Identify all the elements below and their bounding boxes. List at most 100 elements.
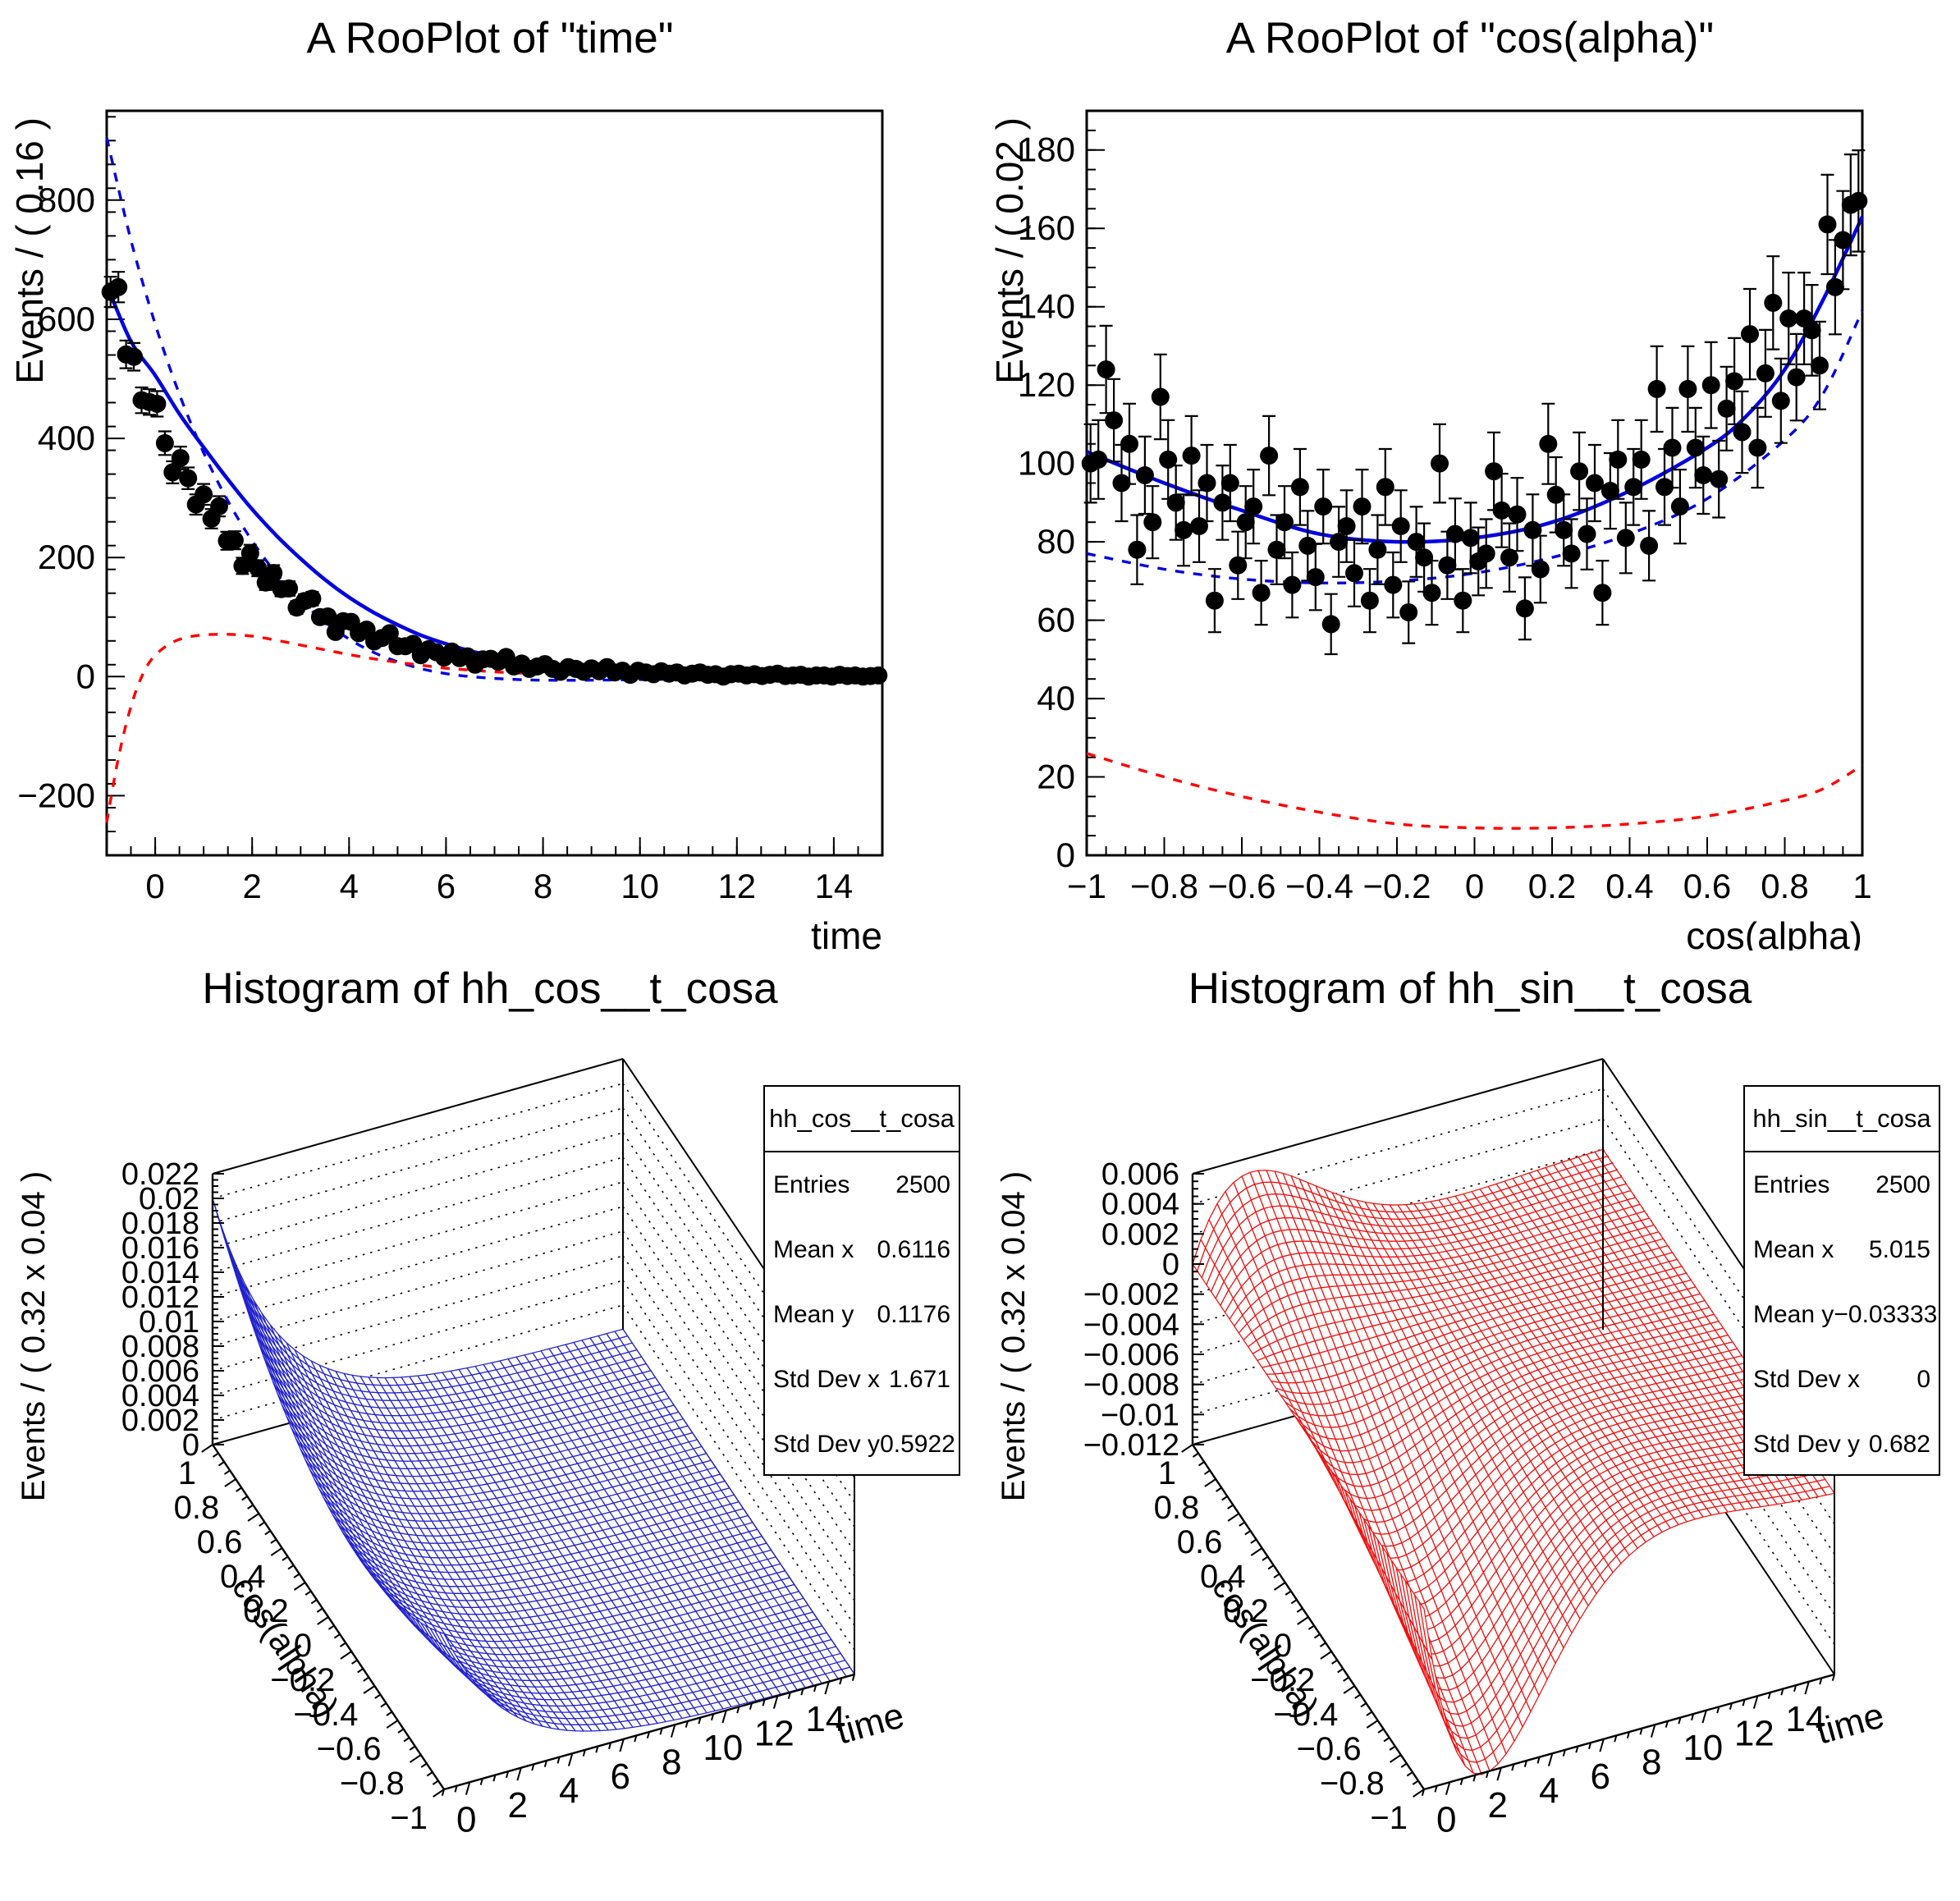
- svg-text:−0.008: −0.008: [1083, 1368, 1179, 1403]
- scatter-svg: 0 2 4 6 8 10 12 14 −200 0 200 400 600 800 time Events /…: [8, 109, 888, 950]
- svg-text:180: 180: [1018, 131, 1075, 169]
- svg-text:−0.2: −0.2: [1363, 867, 1431, 905]
- svg-text:0: 0: [1274, 1628, 1292, 1664]
- svg-text:0.4: 0.4: [1200, 1559, 1246, 1595]
- error-bar-caps: [103, 271, 886, 678]
- svg-text:14: 14: [1785, 1699, 1825, 1739]
- z-axis-ticks: [1193, 1173, 1204, 1445]
- time-axis-labels: 0 2 4 6 8 10 12 14: [1436, 1699, 1825, 1840]
- svg-text:160: 160: [1018, 208, 1075, 247]
- svg-text:12: 12: [754, 1713, 795, 1753]
- svg-text:−0.8: −0.8: [340, 1766, 405, 1802]
- svg-text:0: 0: [1436, 1799, 1456, 1839]
- y-axis-title: Events / ( 0.02 ): [988, 117, 1031, 384]
- svg-text:80: 80: [1037, 522, 1075, 561]
- x-axis-title: cos(alpha): [1686, 914, 1862, 950]
- minor-ticks: [106, 116, 883, 856]
- svg-text:−0.8: −0.8: [1320, 1766, 1385, 1802]
- svg-text:0.002: 0.002: [1101, 1217, 1179, 1252]
- svg-text:−0.002: −0.002: [1083, 1278, 1179, 1312]
- time-rooplot-chart: 0 2 4 6 8 10 12 14 −200 0 200 400 600 800 time Events /…: [0, 0, 980, 950]
- cosalpha-rooplot-chart: −1 −0.8 −0.6 −0.4 −0.2 0 0.2 0.4 0.6 0.8 1 0 20 40 60 8…: [980, 0, 1960, 950]
- svg-text:12: 12: [717, 867, 756, 905]
- svg-text:12: 12: [1734, 1713, 1775, 1753]
- cosalpha-axis-ticks: [201, 1444, 445, 1798]
- svg-text:−1: −1: [390, 1800, 428, 1836]
- stats-row-meanx: Mean x 0.6116: [773, 1235, 950, 1263]
- svg-text:0.2: 0.2: [1223, 1593, 1269, 1629]
- svg-text:0.004: 0.004: [1101, 1188, 1179, 1222]
- svg-text:0.012: 0.012: [121, 1280, 199, 1315]
- cosalpha-axis-labels: 10.80.60.40.20−0.2−0.4−0.6−0.8−1: [174, 1455, 428, 1836]
- svg-text:4: 4: [559, 1770, 579, 1811]
- cosalpha-axis-labels: 10.80.60.40.20−0.2−0.4−0.6−0.8−1: [1154, 1455, 1408, 1836]
- stats-row-stddevx: Std Dev x 1.671: [773, 1365, 950, 1393]
- svg-text:6: 6: [437, 867, 456, 905]
- svg-text:−0.4: −0.4: [1273, 1697, 1338, 1733]
- time-axis-ticks: [1421, 1674, 1835, 1796]
- svg-text:6: 6: [1591, 1757, 1610, 1797]
- svg-text:−0.4: −0.4: [293, 1697, 358, 1733]
- svg-text:200: 200: [38, 538, 95, 576]
- z-axis-labels: −0.012−0.01−0.008−0.006−0.004−0.00200.00…: [1083, 1157, 1179, 1463]
- data-points: [1081, 191, 1868, 634]
- cosalpha-axis-title: cos(alpha): [225, 1569, 347, 1724]
- svg-text:1: 1: [1852, 867, 1871, 905]
- svg-text:100: 100: [1018, 444, 1075, 483]
- svg-text:0.006: 0.006: [1101, 1157, 1179, 1192]
- svg-text:0.008: 0.008: [121, 1330, 199, 1364]
- svg-text:10: 10: [703, 1728, 743, 1768]
- svg-text:0.6: 0.6: [1177, 1524, 1223, 1560]
- svg-text:0.6: 0.6: [1683, 867, 1731, 905]
- svg-text:0.4: 0.4: [220, 1559, 266, 1595]
- svg-text:0: 0: [1465, 867, 1484, 905]
- svg-text:−0.01: −0.01: [1101, 1398, 1179, 1432]
- pad-cos-surface: 0 0.002 0.004 0.006 0.008 0.01 0.012 0.014 0.016…: [0, 950, 980, 1901]
- data-points: [101, 277, 888, 686]
- svg-text:140: 140: [1018, 287, 1075, 326]
- surface-axes-svg: 00.0020.0040.0060.0080.010.0120.0140.016…: [16, 1058, 909, 1839]
- svg-text:1: 1: [1158, 1455, 1176, 1491]
- svg-text:20: 20: [1037, 758, 1075, 796]
- scatter-svg: −1 −0.8 −0.6 −0.4 −0.2 0 0.2 0.4 0.6 0.8 1 0 20 40 60 8…: [988, 109, 1872, 950]
- svg-text:−0.006: −0.006: [1083, 1338, 1179, 1372]
- error-bars: [1089, 150, 1860, 654]
- time-axis-ticks: [441, 1674, 855, 1796]
- pad-time-rooplot: 0 2 4 6 8 10 12 14 −200 0 200 400 600 800 time Events /…: [0, 0, 980, 950]
- svg-text:−1: −1: [1067, 867, 1106, 905]
- surface-axes-svg: −0.012−0.01−0.008−0.006−0.004−0.00200.00…: [996, 1058, 1889, 1840]
- stats-box-sin: hh_sin__t_cosa Entries 2500 Mean x 5.015 M…: [1743, 1085, 1940, 1476]
- svg-text:40: 40: [1037, 679, 1075, 717]
- svg-text:120: 120: [1018, 365, 1075, 404]
- tick-labels: −1 −0.8 −0.6 −0.4 −0.2 0 0.2 0.4 0.6 0.8 1 0 20 40 60 8…: [1018, 131, 1872, 905]
- svg-text:0.8: 0.8: [174, 1490, 220, 1526]
- svg-text:0.014: 0.014: [121, 1256, 199, 1290]
- svg-text:1: 1: [178, 1455, 196, 1491]
- page-title-time: A RooPlot of "time": [306, 14, 674, 62]
- svg-text:0: 0: [1162, 1248, 1179, 1282]
- svg-text:0: 0: [294, 1628, 312, 1664]
- curve-total-fit: [1086, 215, 1865, 544]
- svg-text:−0.6: −0.6: [317, 1731, 382, 1767]
- svg-text:4: 4: [340, 867, 359, 905]
- page-title-cosalpha: A RooPlot of "cos(alpha)": [1225, 14, 1715, 62]
- svg-text:−0.2: −0.2: [1250, 1662, 1315, 1698]
- svg-text:600: 600: [38, 300, 95, 338]
- svg-text:8: 8: [662, 1742, 681, 1782]
- cosalpha-axis-title: cos(alpha): [1205, 1569, 1327, 1724]
- svg-text:−0.004: −0.004: [1083, 1308, 1179, 1342]
- pad-sin-surface: −0.012 −0.01 −0.008 −0.006 −0.004 −0.002 0 0.00…: [980, 950, 1960, 1901]
- curve-cos-component-dashed: [105, 137, 883, 682]
- svg-text:0.2: 0.2: [1528, 867, 1576, 905]
- svg-text:8: 8: [1642, 1742, 1661, 1782]
- box-top-edges: [1192, 1058, 1835, 1674]
- svg-text:0.022: 0.022: [121, 1157, 199, 1192]
- z-axis-ticks: [213, 1173, 224, 1445]
- pad-cosalpha-rooplot: −1 −0.8 −0.6 −0.4 −0.2 0 0.2 0.4 0.6 0.8 1 0 20 40 60 8…: [980, 0, 1960, 950]
- svg-text:0.2: 0.2: [243, 1593, 289, 1629]
- svg-text:10: 10: [1683, 1728, 1723, 1768]
- curve-cos-component-dashed: [1086, 309, 1864, 584]
- stats-row-stddevy: Std Dev y 0.682: [1753, 1430, 1930, 1458]
- major-ticks: [1086, 149, 1863, 856]
